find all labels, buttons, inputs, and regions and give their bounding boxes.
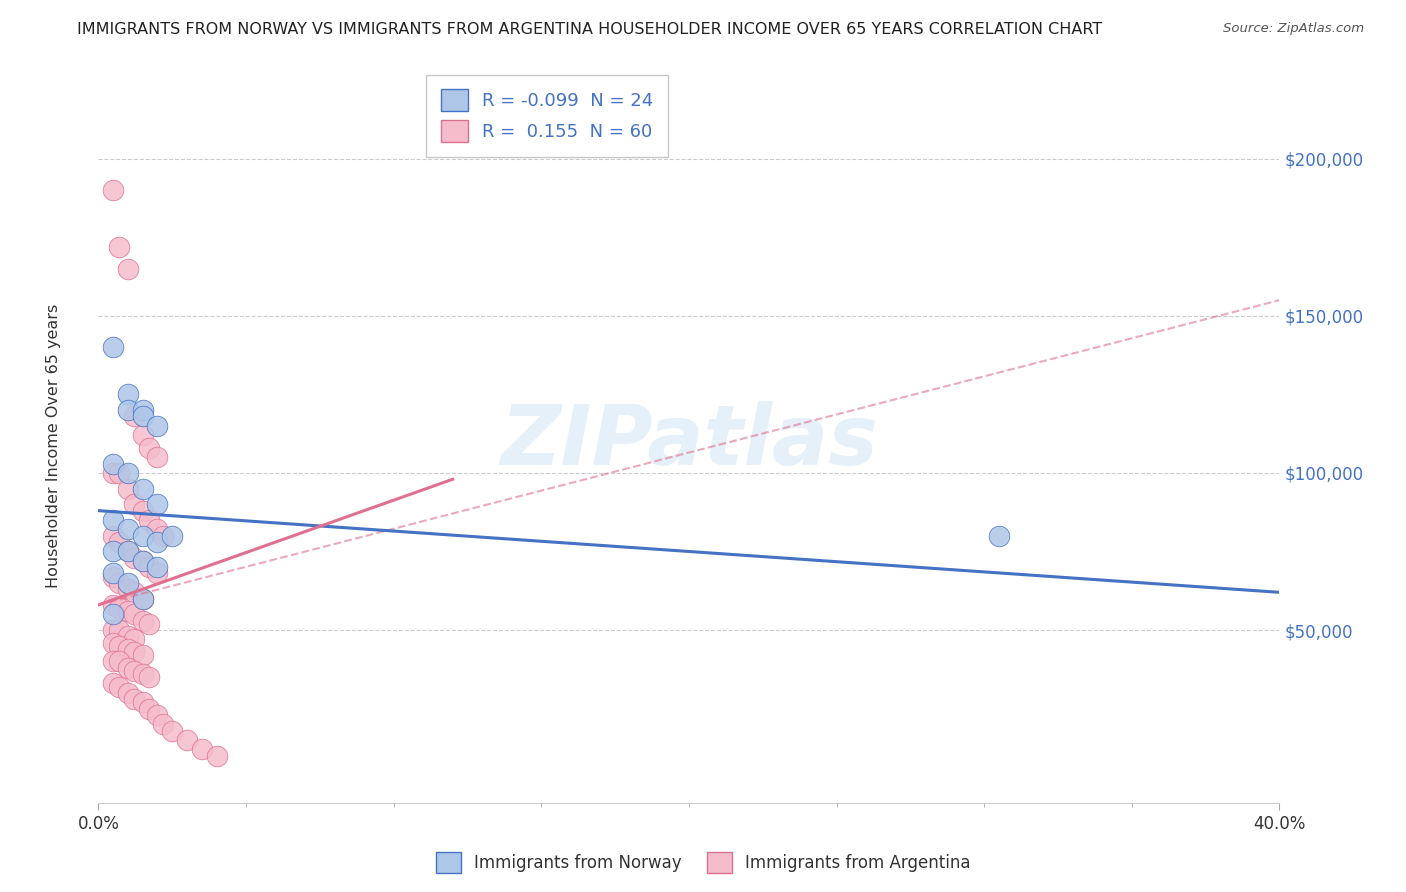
Point xyxy=(138,616,160,631)
Point xyxy=(152,717,174,731)
Point xyxy=(117,582,139,597)
Point xyxy=(162,723,183,738)
Point xyxy=(122,645,145,659)
Point xyxy=(103,544,125,558)
Point xyxy=(108,680,131,694)
Point xyxy=(132,695,155,709)
Point xyxy=(122,409,145,424)
Point xyxy=(132,614,155,628)
Point xyxy=(103,457,125,471)
Point xyxy=(103,340,125,354)
Point xyxy=(132,482,155,496)
Point xyxy=(146,450,169,465)
Point xyxy=(132,591,155,606)
Point xyxy=(103,569,125,583)
Point xyxy=(176,733,198,747)
Point xyxy=(122,550,145,565)
Point xyxy=(138,560,160,574)
Legend: R = -0.099  N = 24, R =  0.155  N = 60: R = -0.099 N = 24, R = 0.155 N = 60 xyxy=(426,75,668,157)
Point xyxy=(132,529,155,543)
Point xyxy=(122,585,145,599)
Point xyxy=(138,513,160,527)
Point xyxy=(103,635,125,649)
Point xyxy=(103,676,125,690)
Point xyxy=(132,503,155,517)
Point xyxy=(146,418,169,433)
Point xyxy=(146,535,169,549)
Point xyxy=(117,686,139,700)
Point xyxy=(138,441,160,455)
Point xyxy=(146,560,169,574)
Point xyxy=(191,742,214,756)
Point xyxy=(132,554,155,568)
Point xyxy=(103,598,125,612)
Point xyxy=(103,513,125,527)
Point xyxy=(117,575,139,590)
Point xyxy=(122,607,145,622)
Point xyxy=(103,529,125,543)
Point xyxy=(132,403,155,417)
Text: IMMIGRANTS FROM NORWAY VS IMMIGRANTS FROM ARGENTINA HOUSEHOLDER INCOME OVER 65 Y: IMMIGRANTS FROM NORWAY VS IMMIGRANTS FRO… xyxy=(77,22,1102,37)
Point xyxy=(108,240,131,254)
Point xyxy=(103,655,125,669)
Point xyxy=(138,670,160,684)
Text: Source: ZipAtlas.com: Source: ZipAtlas.com xyxy=(1223,22,1364,36)
Point xyxy=(103,607,125,622)
Point xyxy=(117,403,139,417)
Point xyxy=(146,497,169,511)
Point xyxy=(108,623,131,637)
Point xyxy=(103,466,125,480)
Point xyxy=(117,661,139,675)
Point xyxy=(103,566,125,581)
Point xyxy=(162,529,183,543)
Point xyxy=(205,748,228,763)
Text: Householder Income Over 65 years: Householder Income Over 65 years xyxy=(46,304,60,588)
Point xyxy=(108,601,131,615)
Point xyxy=(132,428,155,442)
Point xyxy=(117,604,139,618)
Point xyxy=(117,641,139,656)
Point xyxy=(132,667,155,681)
Point xyxy=(108,535,131,549)
Point xyxy=(117,544,139,558)
Legend: Immigrants from Norway, Immigrants from Argentina: Immigrants from Norway, Immigrants from … xyxy=(429,846,977,880)
Point xyxy=(122,692,145,706)
Point xyxy=(117,544,139,558)
Point xyxy=(146,707,169,722)
Point xyxy=(132,591,155,606)
Point xyxy=(117,482,139,496)
Point xyxy=(138,701,160,715)
Point xyxy=(132,554,155,568)
Point xyxy=(122,632,145,647)
Point xyxy=(108,655,131,669)
Point xyxy=(103,623,125,637)
Point xyxy=(146,566,169,581)
Point xyxy=(132,648,155,662)
Point xyxy=(108,466,131,480)
Point xyxy=(103,183,125,197)
Point xyxy=(132,409,155,424)
Point xyxy=(117,387,139,401)
Point xyxy=(108,639,131,653)
Point xyxy=(152,529,174,543)
Text: ZIPatlas: ZIPatlas xyxy=(501,401,877,482)
Point xyxy=(122,497,145,511)
Point xyxy=(117,261,139,276)
Point xyxy=(122,664,145,678)
Point xyxy=(117,466,139,480)
Point xyxy=(117,523,139,537)
Point xyxy=(988,529,1011,543)
Point xyxy=(146,523,169,537)
Point xyxy=(117,629,139,643)
Point xyxy=(108,575,131,590)
